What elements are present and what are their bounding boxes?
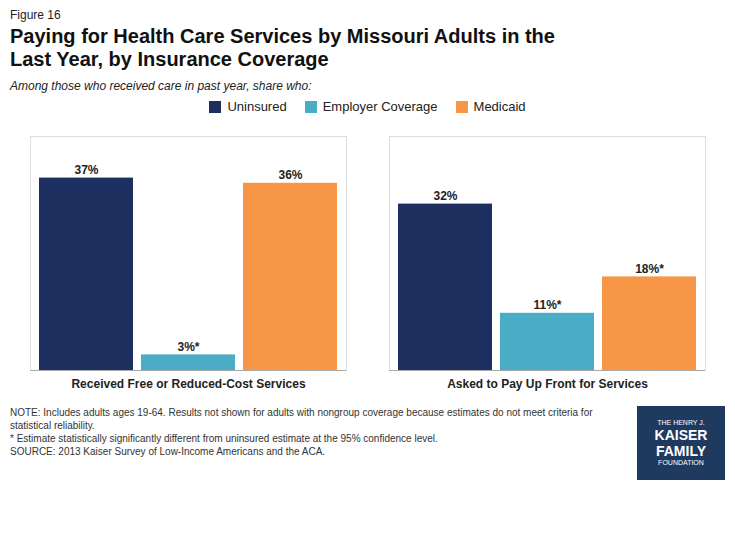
svg-text:Asked to Pay Up Front for Serv: Asked to Pay Up Front for Services (447, 377, 648, 391)
html-text:Among those who received care: Among those who received care in past ye… (10, 79, 312, 93)
svg-text:Received Free or Reduced-Cost: Received Free or Reduced-Cost Services (71, 377, 305, 391)
html-text:KAISER: KAISER (654, 426, 708, 443)
svg-text:3%*: 3%* (177, 340, 199, 354)
svg-text:18%*: 18%* (635, 262, 664, 276)
html-text:FOUNDATION: FOUNDATION (658, 459, 704, 467)
svg-text:11%*: 11%* (533, 298, 561, 312)
svg-text:37%: 37% (74, 163, 98, 177)
html-text:Uninsured: Uninsured (227, 99, 287, 114)
svg-text:36%: 36% (278, 168, 302, 182)
html-text:statistical reliability.: statistical reliability. (10, 420, 95, 431)
html-text:FAMILY: FAMILY (656, 443, 706, 459)
html-text:Medicaid: Medicaid (473, 99, 526, 114)
svg-text:32%: 32% (433, 189, 457, 203)
html-text:Employer Coverage: Employer Coverage (322, 99, 438, 114)
html-text:Figure 16: Figure 16 (10, 8, 61, 22)
html-text:NOTE: Includes adults ages 19-: NOTE: Includes adults ages 19-64. Result… (10, 407, 593, 418)
html-text:THE HENRY J.: THE HENRY J. (657, 418, 705, 426)
html-text:Paying for Health Care Service: Paying for Health Care Services by Misso… (10, 25, 555, 70)
html-text:* Estimate statistically signi: * Estimate statistically significantly d… (10, 433, 438, 444)
html-text:SOURCE: 2013 Kaiser Survey of: SOURCE: 2013 Kaiser Survey of Low-Income… (10, 446, 326, 457)
